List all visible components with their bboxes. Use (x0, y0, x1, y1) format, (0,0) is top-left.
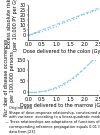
Point (34, 32, 36, 34)
Point (86, 64, 88, 66)
Point (41, 90, 43, 92)
Point (80, 70, 82, 72)
Point (94, 59, 96, 61)
Point (78, 73, 79, 75)
Point (50, 27, 51, 29)
Point (92, 58, 93, 61)
Point (33, 91, 34, 93)
Point (38, 90, 40, 92)
Point (38, 31, 40, 33)
Point (89, 11, 90, 13)
Point (44, 29, 46, 31)
Point (31, 91, 33, 93)
Point (92, 10, 93, 12)
Y-axis label: Number of disease occurrences
per 100,000 persons: Number of disease occurrences per 100,00… (4, 38, 15, 116)
Point (58, 86, 60, 88)
Point (29, 34, 30, 36)
Point (36, 91, 37, 93)
X-axis label: Dose delivered to the marrow (Gy): Dose delivered to the marrow (Gy) (20, 103, 100, 108)
Point (30, 33, 32, 35)
Point (66, 81, 68, 83)
Point (55, 87, 57, 89)
Point (52, 88, 54, 90)
Point (69, 79, 71, 81)
Point (72, 77, 74, 79)
Point (31, 33, 33, 35)
Point (61, 84, 62, 86)
Point (75, 17, 76, 19)
Point (33, 32, 34, 34)
Point (94, 9, 96, 11)
Point (83, 67, 85, 69)
Legend: Original data, Shape of dose-response relationship, constrained according to a l: Original data, Shape of dose-response re… (5, 106, 100, 133)
Y-axis label: Excess absolute risk
(per 10,000 PY per Gy): Excess absolute risk (per 10,000 PY per … (8, 0, 18, 51)
Point (66, 20, 68, 22)
Point (37, 31, 39, 33)
Point (86, 12, 88, 14)
Point (36, 31, 37, 33)
Point (64, 21, 65, 23)
Point (44, 90, 46, 92)
Point (69, 19, 71, 21)
X-axis label: Dose delivered to the colon (Gy): Dose delivered to the colon (Gy) (23, 49, 100, 54)
Point (78, 15, 79, 17)
Point (72, 18, 74, 20)
Point (41, 30, 43, 32)
Point (52, 26, 54, 28)
Point (97, 8, 99, 10)
Point (50, 88, 51, 91)
Point (64, 83, 65, 85)
Point (61, 22, 62, 24)
Point (29, 91, 30, 93)
Point (75, 75, 76, 77)
Point (58, 23, 60, 26)
Point (47, 28, 48, 30)
Point (80, 14, 82, 16)
Point (89, 61, 90, 63)
Point (47, 89, 48, 91)
Point (83, 13, 85, 15)
Point (30, 91, 32, 93)
Point (55, 24, 57, 27)
